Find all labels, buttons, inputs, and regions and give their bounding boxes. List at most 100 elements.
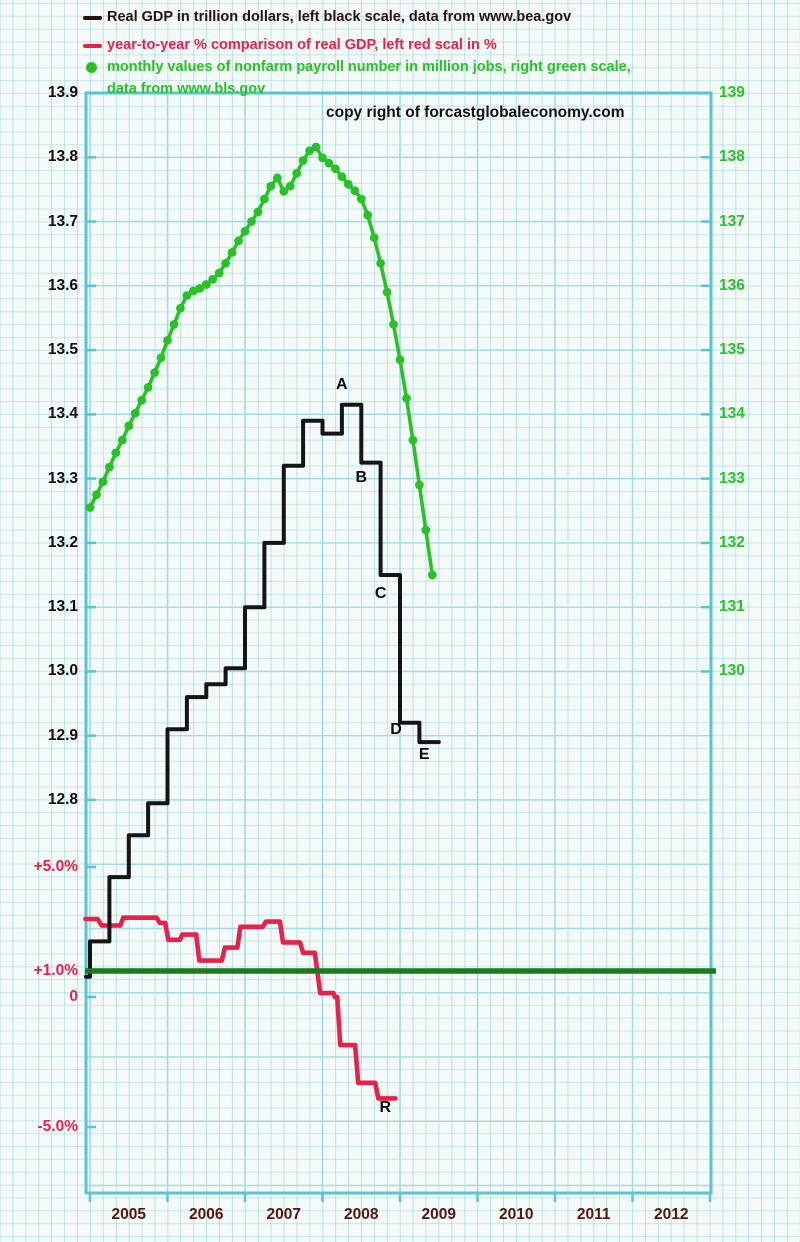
payroll-dot: [156, 353, 166, 363]
right-jobs-tick-label: 133: [719, 469, 745, 487]
x-year-label: 2005: [111, 1206, 146, 1223]
payroll-dot: [369, 233, 379, 243]
payroll-dot: [130, 408, 140, 418]
x-year-label: 2009: [421, 1206, 456, 1223]
right-jobs-tick-label: 131: [719, 598, 745, 616]
payroll-dot: [92, 490, 101, 500]
right-jobs-tick-label: 134: [719, 405, 745, 423]
right-jobs-tick-label: 137: [719, 212, 745, 230]
left-gdp-tick-label: 13.8: [47, 148, 78, 166]
green-dot-icon: [86, 62, 97, 73]
payroll-dot: [105, 462, 114, 472]
payroll-dot: [169, 320, 179, 329]
plot-frame: [84, 91, 713, 1195]
red-dash-icon: [83, 44, 102, 48]
payroll-dot: [201, 280, 211, 289]
right-jobs-tick-label: 135: [719, 341, 745, 359]
payroll-dot: [350, 186, 360, 196]
payroll-dot: [356, 194, 366, 204]
left-gdp-tick-label: 12.8: [47, 790, 78, 808]
x-year-label: 2010: [499, 1206, 534, 1223]
annotation-r: R: [379, 1099, 392, 1117]
payroll-dot: [343, 179, 353, 189]
payroll-dot: [382, 287, 392, 297]
right-jobs-tick-label: 136: [719, 276, 745, 294]
payroll-dot: [389, 320, 398, 329]
payroll-dot: [318, 153, 327, 163]
legend-label-payroll: monthly values of nonfarm payroll number…: [107, 59, 631, 75]
right-jobs-tick-label: 132: [719, 533, 745, 551]
left-pct-tick-label: +1.0%: [33, 962, 78, 979]
payroll-dot: [376, 258, 385, 268]
legend-label-yoy: year-to-year % comparison of real GDP, l…: [107, 37, 497, 53]
payroll-dot: [363, 210, 373, 220]
payroll-dot: [208, 275, 218, 284]
right-jobs-tick-label: 130: [719, 662, 745, 680]
x-year-label: 2006: [189, 1206, 224, 1223]
payroll-dot: [163, 336, 172, 345]
payroll-dot: [279, 186, 289, 196]
payroll-dot: [124, 421, 134, 431]
payroll-dot: [143, 383, 153, 392]
gdp-step-line: [84, 402, 441, 979]
left-pct-tick-label: -5.0%: [37, 1118, 79, 1135]
payroll-dot: [234, 236, 243, 246]
payroll-dot: [214, 268, 224, 278]
x-year-label: 2008: [344, 1206, 379, 1223]
annotation-c: C: [374, 585, 387, 603]
payroll-dot: [331, 164, 340, 174]
x-year-label: 2007: [266, 1206, 301, 1223]
payroll-dot: [176, 303, 185, 313]
left-gdp-tick-label: 13.2: [47, 533, 78, 551]
left-gdp-tick-label: 13.0: [47, 662, 78, 680]
legend-label-gdp: Real GDP in trillion dollars, left black…: [107, 9, 572, 25]
payroll-dot: [221, 258, 231, 268]
left-gdp-tick-label: 13.9: [47, 84, 78, 101]
left-gdp-tick-label: 13.7: [47, 212, 78, 230]
payroll-dot: [240, 226, 250, 236]
x-year-label: 2012: [654, 1206, 689, 1223]
right-jobs-tick-label: 138: [719, 148, 745, 166]
payroll-dot: [117, 435, 127, 445]
payroll-dot: [98, 477, 108, 487]
payroll-dot: [272, 173, 282, 183]
payroll-dot: [337, 172, 347, 182]
left-gdp-tick-label: 13.6: [47, 276, 78, 294]
payroll-dot: [305, 146, 314, 156]
payroll-dot: [253, 207, 263, 217]
payroll-dot: [285, 181, 295, 191]
left-pct-tick-label: 0: [69, 988, 78, 1005]
payroll-dot: [311, 142, 321, 152]
left-gdp-tick-label: 13.3: [47, 469, 78, 487]
left-gdp-tick-label: 12.9: [47, 726, 78, 744]
payroll-dot: [247, 217, 256, 226]
payroll-dot: [421, 525, 431, 535]
payroll-dot: [427, 570, 437, 580]
annotation-b: B: [355, 468, 368, 486]
copyright-text: copy right of forcastglobaleconomy.com: [326, 104, 625, 121]
x-year-label: 2011: [576, 1206, 611, 1223]
payroll-dot: [182, 291, 192, 300]
left-pct-tick-label: +5.0%: [33, 858, 78, 875]
payroll-dot: [85, 503, 95, 512]
black-dash-icon: [83, 16, 102, 20]
payroll-dot: [395, 355, 405, 365]
payroll-dot: [260, 194, 269, 204]
payroll-dot: [408, 435, 418, 445]
yoy-line: [83, 915, 398, 1101]
payroll-dot: [150, 368, 160, 377]
payroll-dot: [298, 156, 308, 165]
annotation-a: A: [335, 375, 348, 393]
legend-label-payroll-2: data from www.bls.gov: [107, 81, 266, 97]
payroll-dot: [415, 480, 424, 490]
left-gdp-tick-label: 13.1: [47, 598, 78, 616]
annotation-d: D: [390, 720, 402, 738]
payroll-dot: [111, 448, 121, 458]
left-gdp-tick-label: 13.4: [47, 405, 78, 423]
payroll-dot: [137, 395, 147, 405]
payroll-dot: [402, 393, 411, 403]
payroll-dot: [266, 181, 276, 191]
